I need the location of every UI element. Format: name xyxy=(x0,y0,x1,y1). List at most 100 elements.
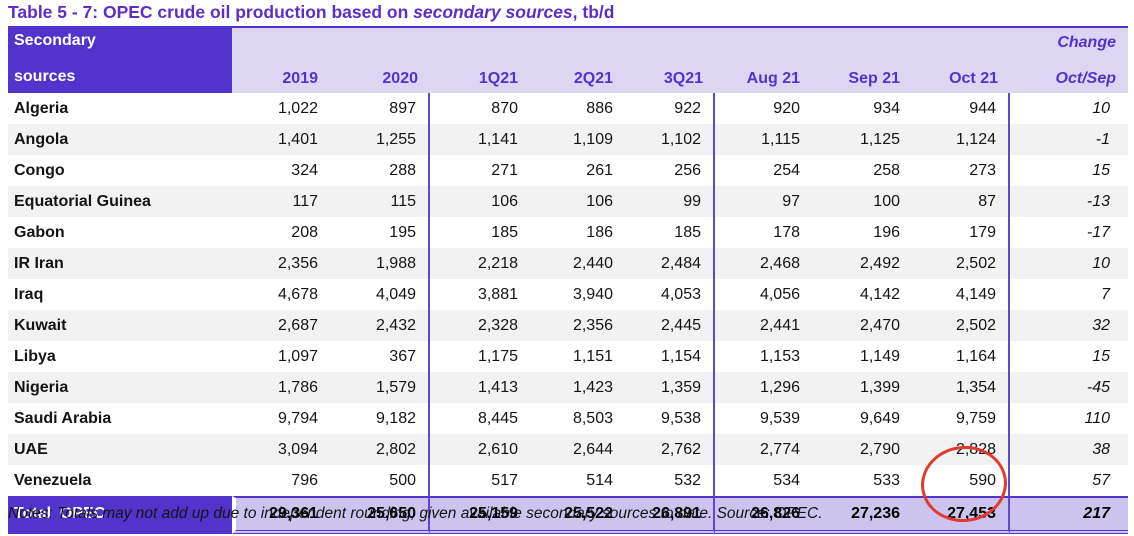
value-cell: 1,164 xyxy=(912,341,1010,372)
value-cell: 87 xyxy=(912,186,1010,217)
value-cell: 1,579 xyxy=(330,372,430,403)
value-cell: 2,441 xyxy=(715,310,812,341)
value-cell: 1,115 xyxy=(715,124,812,155)
total-value-cell: 25,522 xyxy=(530,496,625,534)
header-sep21: Sep 21 xyxy=(812,26,912,93)
value-cell: 897 xyxy=(330,93,430,124)
value-cell: 9,538 xyxy=(625,403,715,434)
value-cell: 1,154 xyxy=(625,341,715,372)
value-cell: 1,423 xyxy=(530,372,625,403)
table-row: Saudi Arabia 9,794 9,182 8,445 8,503 9,538 9,5… xyxy=(8,403,1128,434)
country-cell: Congo xyxy=(14,161,65,179)
value-cell: 1,296 xyxy=(715,372,812,403)
value-cell: 324 xyxy=(291,161,318,179)
value-cell: 944 xyxy=(912,93,1010,124)
total-value-cell-oct21: 27,453 xyxy=(912,496,1010,534)
change-cell: -1 xyxy=(1010,124,1128,155)
header-change: Change Oct/Sep xyxy=(1010,26,1128,93)
value-cell: 4,056 xyxy=(759,285,800,303)
change-cell: 15 xyxy=(1092,347,1110,365)
value-cell: 9,649 xyxy=(859,409,900,427)
change-cell: 15 xyxy=(1092,161,1110,179)
value-cell: 1,354 xyxy=(912,372,1010,403)
value-cell: 2,492 xyxy=(812,248,912,279)
table-header: Secondary sources 2019 2020 1Q21 2Q21 3Q… xyxy=(8,26,1128,93)
table-row: Gabon 208 195 185 186 185 178 196 179 -17 xyxy=(8,217,1128,248)
value-cell: 2,432 xyxy=(330,310,430,341)
value-cell: 534 xyxy=(773,471,800,489)
value-cell: 258 xyxy=(873,161,900,179)
value-cell: 2,356 xyxy=(530,310,625,341)
value-cell: 4,053 xyxy=(625,279,715,310)
value-cell: 1,359 xyxy=(625,372,715,403)
value-cell: 532 xyxy=(625,465,715,496)
header-change-line1: Change xyxy=(1057,34,1116,51)
value-cell: 185 xyxy=(491,223,518,241)
change-cell: 38 xyxy=(1010,434,1128,465)
country-cell: UAE xyxy=(8,434,232,465)
header-label-line1: Secondary xyxy=(14,32,96,49)
value-cell: 9,182 xyxy=(330,403,430,434)
value-cell: 208 xyxy=(291,223,318,241)
table-footer: Total OPEC 29,361 25,650 25,159 25,522 2… xyxy=(8,496,1128,534)
table-row: UAE 3,094 2,802 2,610 2,644 2,762 2,774 2,790 2,… xyxy=(8,434,1128,465)
header-3q21: 3Q21 xyxy=(625,26,715,93)
value-cell: 3,094 xyxy=(232,434,330,465)
value-cell: 271 xyxy=(491,161,518,179)
value-cell: 9,759 xyxy=(912,403,1010,434)
value-cell: 870 xyxy=(491,99,518,117)
change-cell: 10 xyxy=(1010,248,1128,279)
value-cell: 1,109 xyxy=(530,124,625,155)
value-cell: 2,502 xyxy=(912,248,1010,279)
title-suffix: , tb/d xyxy=(572,2,615,22)
table-notes: Notes: Totals may not add up due to inde… xyxy=(8,505,823,522)
table-row: Congo 324 288 271 261 256 254 258 273 15 xyxy=(8,155,1128,186)
value-cell: 2,828 xyxy=(912,434,1010,465)
value-cell: 514 xyxy=(586,471,613,489)
value-cell: 9,539 xyxy=(759,409,800,427)
value-cell: 186 xyxy=(586,223,613,241)
value-cell: 8,445 xyxy=(477,409,518,427)
value-cell: 934 xyxy=(873,99,900,117)
table-row: Kuwait 2,687 2,432 2,328 2,356 2,445 2,441 2,47… xyxy=(8,310,1128,341)
header-secondary-sources: Secondary sources xyxy=(8,26,232,93)
table-row: Venezuela 796 500 517 514 532 534 533 590 57 xyxy=(8,465,1128,496)
country-cell: Gabon xyxy=(14,223,65,241)
value-cell: 590 xyxy=(912,465,1010,496)
value-cell: 195 xyxy=(330,217,430,248)
country-cell: Algeria xyxy=(14,99,69,117)
value-cell: 2,790 xyxy=(812,434,912,465)
value-cell: 796 xyxy=(291,471,318,489)
value-cell: 2,610 xyxy=(430,434,530,465)
change-cell: -17 xyxy=(1086,223,1110,241)
total-value-cell: 25,159 xyxy=(430,496,530,534)
header-label-line2: sources xyxy=(14,68,76,85)
value-cell: 1,399 xyxy=(812,372,912,403)
title-prefix: Table 5 - 7: OPEC crude oil production b… xyxy=(8,2,414,22)
value-cell: 4,678 xyxy=(277,285,318,303)
value-cell: 4,149 xyxy=(912,279,1010,310)
value-cell: 2,502 xyxy=(912,310,1010,341)
table-row: Iraq 4,678 4,049 3,881 3,940 4,053 4,056 4,142 4… xyxy=(8,279,1128,310)
value-cell: 1,151 xyxy=(572,347,613,365)
value-cell: 500 xyxy=(330,465,430,496)
value-cell: 922 xyxy=(625,93,715,124)
value-cell: 3,940 xyxy=(572,285,613,303)
country-cell: Libya xyxy=(14,347,56,365)
change-cell: -45 xyxy=(1010,372,1128,403)
table-row: Nigeria 1,786 1,579 1,413 1,423 1,359 1,296 1,3… xyxy=(8,372,1128,403)
change-cell: 7 xyxy=(1101,285,1110,303)
value-cell: 1,141 xyxy=(430,124,530,155)
total-label-cell: Total OPEC xyxy=(8,496,232,534)
total-row: Total OPEC 29,361 25,650 25,159 25,522 2… xyxy=(8,496,1128,534)
header-2q21: 2Q21 xyxy=(530,26,625,93)
table-row: Algeria 1,022 897 870 886 922 920 934 944 10 xyxy=(8,93,1128,124)
total-value-cell: 25,650 xyxy=(330,496,430,534)
value-cell: 1,401 xyxy=(232,124,330,155)
change-cell: 10 xyxy=(1092,99,1110,117)
value-cell: 1,125 xyxy=(812,124,912,155)
title-italic-part: secondary sources xyxy=(413,2,573,22)
value-cell: 2,762 xyxy=(625,434,715,465)
country-cell: Nigeria xyxy=(8,372,232,403)
total-value-cell: 26,891 xyxy=(625,496,715,534)
